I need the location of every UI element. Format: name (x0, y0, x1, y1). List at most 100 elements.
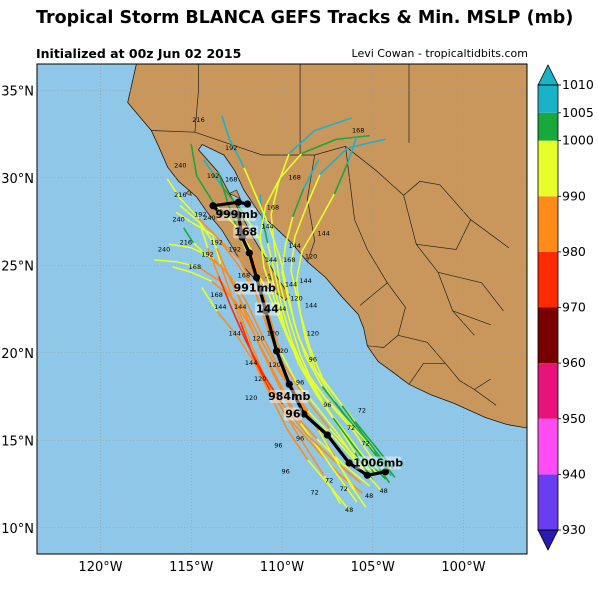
member-track-segment (228, 276, 245, 309)
hour-label: 72 (361, 440, 369, 448)
member-track-segment (284, 215, 294, 246)
hour-label: 48 (365, 492, 373, 500)
member-track-segment (313, 117, 352, 132)
member-track-segment (283, 411, 305, 445)
member-track-segment (255, 294, 271, 333)
mean-track (209, 198, 390, 479)
member-track-segment (166, 178, 182, 200)
mean-track-line (211, 200, 386, 477)
member-track-segment (295, 280, 301, 314)
member-track-segment (322, 474, 341, 505)
colorbar-band (538, 418, 558, 475)
member-track-segment (212, 236, 222, 265)
member-track-segment (295, 381, 320, 410)
hour-label: 144 (288, 242, 300, 250)
colorbar-tick-label: 1005 (562, 105, 594, 120)
colorbar-tick-label: 970 (562, 300, 586, 315)
key-labels: 1006mb 984mb 96 991mb 144 999mb 168 (215, 208, 403, 470)
member-track-segment (279, 152, 303, 179)
political-border (194, 64, 199, 133)
member-track-segment (286, 428, 309, 461)
member-track-segment (264, 378, 285, 414)
political-border (474, 389, 497, 406)
member-track-segment (330, 486, 350, 512)
member-track-segment (319, 449, 341, 480)
key-label: 96 (285, 408, 301, 421)
political-border (416, 219, 472, 250)
member-track-segment (175, 211, 194, 225)
member-track-segment (306, 173, 321, 205)
hour-label: 144 (274, 305, 286, 313)
lon-tick-label: 110°W (260, 560, 304, 575)
member-track-segment (286, 290, 296, 326)
member-track-segment (317, 192, 336, 225)
hour-label: 144 (229, 329, 241, 337)
colorbar-band (538, 196, 558, 252)
hour-label: 168 (210, 291, 222, 299)
mexico-us-landmass (127, 64, 527, 429)
colorbar-band (538, 474, 558, 530)
colorbar-tick-label: 960 (562, 355, 586, 370)
member-track-segment (281, 306, 294, 345)
member-track-segment (219, 262, 231, 291)
member-track-segment (275, 379, 294, 414)
member-track-segment (215, 309, 238, 337)
mean-track-point (323, 431, 331, 439)
hour-label: 144 (299, 277, 311, 285)
member-track-segment (279, 283, 291, 321)
political-border (408, 362, 446, 385)
key-label-bg (217, 208, 257, 221)
key-label-bg (254, 302, 280, 316)
member-track-segment (273, 299, 289, 337)
hour-label: 96 (323, 401, 331, 409)
hour-label: 144 (234, 303, 246, 311)
member-track-segment (263, 266, 276, 302)
member-track-segment (283, 390, 301, 424)
key-label-bg (233, 225, 259, 239)
hour-label: 240 (203, 214, 215, 222)
hour-label: 120 (305, 252, 317, 260)
hour-label: 72 (347, 424, 355, 432)
colorbar-top-arrow (537, 64, 559, 86)
member-track-segment (304, 432, 334, 461)
hour-label: 96 (296, 378, 304, 386)
mean-track-point (345, 459, 353, 467)
member-track-segment (270, 182, 280, 216)
hour-label: 120 (252, 335, 264, 343)
member-track-segment (277, 315, 292, 347)
member-track-segment (319, 147, 349, 176)
hour-label: 48 (345, 506, 353, 514)
member-track-segment (339, 435, 361, 468)
island (228, 189, 241, 200)
member-track-segment (335, 460, 356, 491)
hour-label: 120 (245, 394, 257, 402)
member-track-segment (353, 446, 376, 475)
hour-label: 72 (325, 476, 333, 484)
political-border (307, 154, 316, 262)
member-track-segment (252, 355, 271, 391)
member-track-segment (244, 339, 263, 373)
lat-tick-label: 30°N (1, 172, 34, 187)
member-track-segment (315, 371, 336, 403)
mean-track-point (216, 209, 224, 217)
member-track-segment (324, 397, 352, 426)
member-track-segment (259, 346, 278, 382)
member-track-segment (179, 204, 202, 225)
member-track-segment (253, 362, 272, 398)
hour-label: 144 (318, 230, 330, 238)
member-track-segment (342, 463, 370, 487)
hour-label: 144 (261, 223, 273, 231)
hour-label: 192 (207, 172, 219, 180)
mean-track-point (243, 200, 252, 208)
member-track-segment (239, 259, 256, 291)
member-track-segment (230, 306, 247, 342)
axis-ticks: 35°N 30°N 25°N 20°N 15°N 10°N 120°W 115°W 110°W 1… (1, 84, 485, 575)
member-track-segment (353, 420, 376, 447)
colorbar-tick-label: 1000 (562, 133, 594, 148)
member-track-segment (317, 428, 338, 463)
member-track-segment (250, 327, 269, 361)
member-track-segment (192, 241, 207, 256)
member-track-segment (268, 315, 281, 352)
hour-label: 120 (290, 294, 302, 302)
member-track-segment (255, 196, 271, 228)
